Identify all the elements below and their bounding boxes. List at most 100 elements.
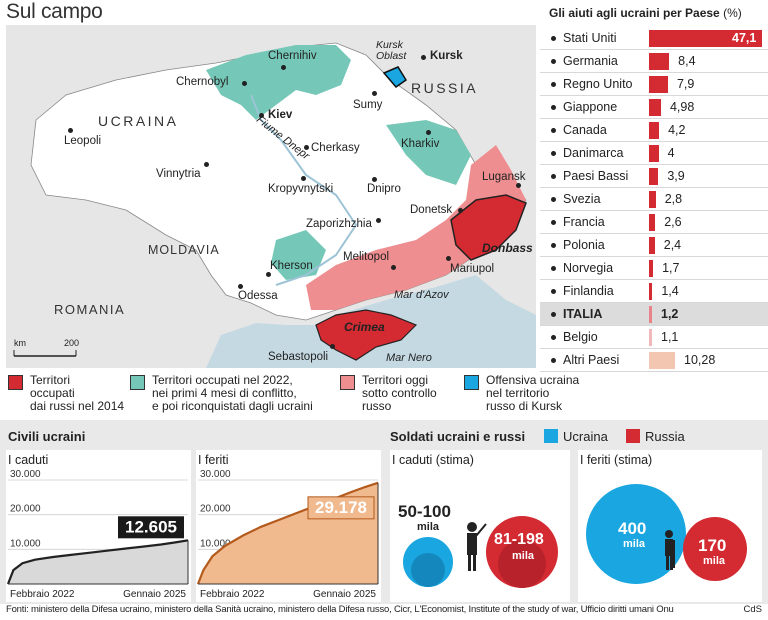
map-shapes (6, 25, 536, 368)
y-tick-label: 30.000 (200, 469, 231, 480)
legend-swatch-2022 (130, 375, 145, 390)
aid-row: Germania 8,4 (540, 50, 768, 73)
aid-bullet (551, 36, 556, 41)
aid-chart-title: Gli aiuti agli ucraini per Paese (%) (549, 6, 742, 20)
legend-swatch-now (340, 375, 355, 390)
city-zaporizhzhia: Zaporizhzhia (306, 218, 372, 230)
city-kherson: Kherson (270, 260, 313, 272)
aid-country-label: Giappone (563, 100, 618, 114)
bubbles-injured (586, 484, 747, 584)
aid-bar (649, 329, 652, 346)
aid-bar (649, 99, 661, 116)
legend-swatch-offensive (464, 375, 479, 390)
aid-country-label: Belgio (563, 330, 598, 344)
aid-country-label: Stati Uniti (563, 31, 617, 45)
panel-civil-dead: I caduti 30.000 20.000 10.000 Febbraio 2022… (6, 450, 191, 602)
sea-azov: Mar d'Azov (394, 289, 449, 301)
dot-zaporizhzhia (376, 218, 381, 223)
map-legend: Territori occupati dai russi nel 2014 Te… (6, 372, 579, 420)
label-russia-injured: 170 (698, 536, 727, 555)
dot-sebastopoli (330, 344, 335, 349)
aid-bullet (551, 151, 556, 156)
city-sumy: Sumy (353, 99, 383, 111)
dot-donetsk (458, 208, 463, 213)
aid-bullet (551, 243, 556, 248)
aid-bullet (551, 220, 556, 225)
dot-kiev (259, 113, 264, 118)
dot-melitopol (391, 265, 396, 270)
aid-bar (649, 283, 653, 300)
city-odessa: Odessa (238, 290, 278, 302)
aid-bar (649, 214, 656, 231)
aid-bullet (551, 335, 556, 340)
panel-civil-injured: I feriti 30.000 20.000 10.000 Febbraio 2022… (196, 450, 381, 602)
city-sebastopoli: Sebastopoli (268, 351, 329, 363)
legend-label-2022: Territori occupati nel 2022, nei primi 4… (152, 373, 313, 413)
aid-value-label: 47,1 (732, 31, 757, 45)
dot-kharkiv (426, 130, 431, 135)
city-vinnytria: Vinnytria (156, 168, 201, 180)
aid-value-label: 2,8 (664, 192, 683, 206)
y-tick-label: 10.000 (200, 538, 231, 549)
aid-row: Belgio 1,1 (540, 326, 768, 349)
bubble-russia-injured (683, 517, 747, 581)
credit: CdS (743, 604, 762, 615)
aid-value-label: 7,9 (676, 77, 695, 91)
aid-row: Altri Paesi 10,28 (540, 349, 768, 372)
aid-value-label: 8,4 (678, 54, 696, 68)
aid-value-label: 2,6 (664, 215, 682, 229)
aid-bar (649, 145, 659, 162)
city-kropyvnytski: Kropyvnytski (268, 183, 334, 195)
kursk-offensive (382, 66, 408, 89)
aid-country-label: ITALIA (563, 307, 603, 321)
reclaimed-2022-kharkiv (386, 120, 471, 185)
aid-value-label: 2,4 (663, 238, 682, 252)
sea-black: Mar Nero (386, 352, 432, 364)
aid-bullet (551, 197, 556, 202)
aid-value-label: 4 (667, 146, 675, 160)
aid-bar (649, 191, 656, 208)
soldier-icon (467, 522, 487, 571)
aid-bar (649, 352, 675, 369)
area-line (196, 481, 379, 585)
aid-value-label: 10,28 (684, 353, 716, 367)
label-crimea: Crimea (344, 320, 385, 334)
aid-country-label: Polonia (563, 238, 605, 252)
aid-bar (649, 168, 659, 185)
aid-bullet (551, 266, 556, 271)
aid-row: Norvegia 1,7 (540, 257, 768, 280)
legend-russia-label: Russia (645, 429, 685, 444)
x-tick-label: Febbraio 2022 (10, 589, 75, 600)
country-russia: RUSSIA (411, 80, 479, 96)
dot-chernihiv (281, 65, 286, 70)
injured-icon (665, 530, 675, 570)
aid-bar (649, 260, 654, 277)
label-ukraine-injured: 400 (618, 519, 647, 538)
bubble-ukraine-dead-min (411, 553, 445, 587)
aid-bullet (551, 358, 556, 363)
aid-chart-unit: (%) (723, 6, 742, 20)
aid-value-label: 4,98 (669, 100, 695, 114)
area-fill (8, 540, 188, 584)
aid-country-label: Francia (563, 215, 605, 229)
aid-value-label: 1,4 (661, 284, 679, 298)
dot-lugansk (516, 183, 521, 188)
city-donetsk: Donetsk (410, 204, 453, 216)
civilians-section-title: Civili ucraini (8, 429, 86, 444)
aid-bar (649, 122, 660, 139)
panel-civil-dead-title: I caduti (8, 453, 49, 467)
city-chernihiv: Chernihiv (268, 50, 317, 62)
city-lugansk: Lugansk (482, 171, 526, 183)
aid-bullet (551, 82, 556, 87)
reclaimed-2022-north (206, 45, 351, 120)
dot-cherkasy (304, 145, 309, 150)
aid-value-label: 4,2 (668, 123, 686, 137)
aid-value-label: 1,7 (662, 261, 680, 275)
panel-civil-injured-title: I feriti (198, 453, 229, 467)
label-russia-dead: 81-198 (494, 531, 544, 548)
city-dnipro: Dnipro (367, 183, 401, 195)
legend-label-now: Territori oggi sotto controllo russo (362, 373, 437, 413)
aid-country-label: Canada (563, 123, 607, 137)
x-tick-label: Febbraio 2022 (200, 589, 265, 600)
y-tick-label: 30.000 (10, 469, 41, 480)
